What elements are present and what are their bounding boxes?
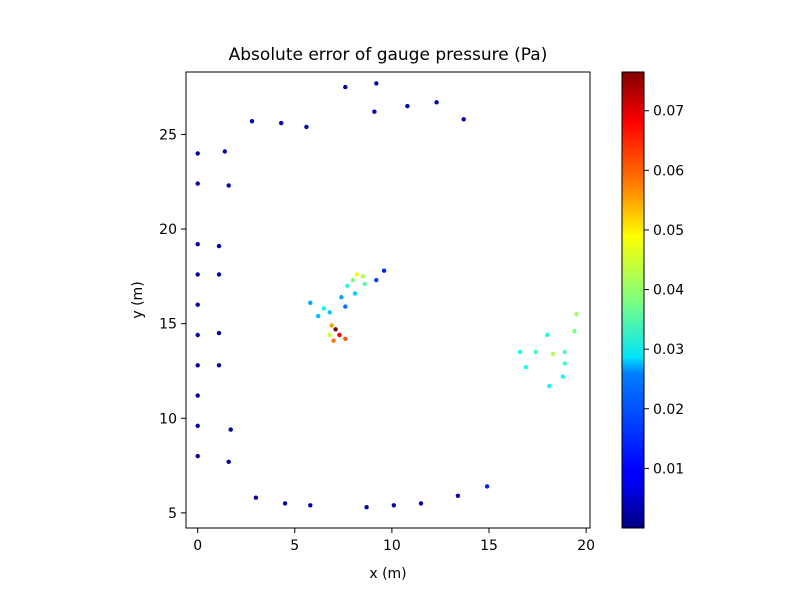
y-axis-ticks: 5 10 15 20 25 (159, 127, 186, 522)
y-tick-label: 5 (168, 506, 177, 522)
y-tick-label: 10 (159, 411, 177, 427)
scatter-point (226, 183, 231, 188)
scatter-point (327, 310, 332, 315)
scatter-point (562, 349, 567, 355)
y-tick-label: 20 (159, 222, 177, 238)
scatter-point (337, 332, 342, 338)
colorbar-tick-label: 0.01 (653, 461, 684, 477)
colorbar-tick-label: 0.06 (653, 163, 684, 179)
scatter-point (461, 117, 466, 122)
scatter-point (562, 361, 567, 366)
y-axis-label: y (m) (130, 281, 146, 318)
scatter-point (545, 332, 550, 338)
scatter-point (329, 323, 334, 328)
scatter-point (364, 505, 369, 510)
scatter-point (434, 100, 439, 105)
scatter-point (195, 453, 200, 459)
scatter-point (222, 149, 227, 154)
scatter-point (195, 393, 200, 398)
scatter-point (374, 277, 379, 283)
scatter-point (405, 103, 410, 109)
scatter-point (195, 302, 200, 307)
colorbar-tick-label: 0.03 (653, 342, 684, 358)
colorbar-gradient (621, 71, 645, 529)
scatter-point (418, 501, 424, 506)
scatter-point (517, 349, 523, 355)
scatter-point (343, 304, 348, 309)
scatter-point (216, 243, 222, 249)
scatter-points (195, 81, 579, 510)
y-tick-label: 15 (159, 317, 177, 333)
scatter-point (354, 272, 360, 277)
scatter-point (455, 493, 461, 498)
scatter-point (327, 332, 332, 338)
x-tick-label: 10 (383, 538, 401, 554)
scatter-point (321, 306, 327, 311)
scatter-point (195, 332, 200, 338)
scatter-point (282, 501, 288, 506)
colorbar-ticks: 0.01 0.02 0.03 0.04 0.05 0.06 0.07 (644, 104, 684, 477)
scatter-point (195, 272, 200, 277)
scatter-point (333, 327, 338, 332)
scatter-point (249, 119, 255, 124)
scatter-point (253, 495, 259, 500)
scatter-point (195, 423, 200, 428)
x-tick-label: 15 (480, 538, 498, 554)
scatter-point (362, 281, 367, 287)
scatter-point (331, 338, 336, 343)
scatter-point (216, 330, 222, 336)
chart-title: Absolute error of gauge pressure (Pa) (229, 45, 548, 65)
scatter-point (350, 277, 356, 283)
scatter-point (374, 81, 379, 86)
scatter-point (195, 363, 200, 368)
colorbar-tick-label: 0.04 (653, 283, 684, 299)
scatter-point (560, 374, 565, 379)
scatter-point (372, 109, 377, 114)
scatter-point (226, 459, 231, 464)
scatter-point (308, 503, 313, 508)
scatter-point (308, 300, 313, 305)
scatter-point (345, 283, 350, 288)
scatter-point (216, 272, 222, 277)
x-axis-label: x (m) (369, 566, 406, 582)
scatter-point (391, 503, 396, 508)
x-tick-label: 20 (577, 538, 595, 554)
colorbar: 0.01 0.02 0.03 0.04 0.05 0.06 0.07 (621, 71, 684, 529)
colorbar-tick-label: 0.02 (653, 402, 684, 418)
scatter-point (547, 383, 552, 389)
scatter-point (339, 295, 344, 300)
scatter-point (550, 351, 556, 357)
scatter-point (216, 363, 222, 368)
scatter-point (523, 365, 529, 370)
scatter-point (279, 120, 284, 126)
scatter-point (343, 336, 348, 341)
y-tick-label: 25 (159, 127, 177, 143)
scatter-point (228, 427, 233, 432)
x-axis-ticks: 0 5 10 15 20 (193, 528, 595, 554)
scatter-point (352, 291, 358, 296)
scatter-point (533, 349, 538, 355)
scatter-point (304, 124, 309, 130)
plot-frame (185, 71, 591, 529)
scatter-point (572, 329, 577, 334)
scatter-point (315, 313, 321, 319)
scatter-point (484, 484, 490, 489)
scatter-point (195, 242, 200, 247)
x-tick-label: 0 (193, 538, 202, 554)
scatter-point (195, 151, 200, 156)
scatter-point (381, 268, 387, 273)
colorbar-tick-label: 0.05 (653, 223, 684, 239)
colorbar-tick-label: 0.07 (653, 104, 684, 120)
scatter-point (195, 181, 200, 186)
scatter-point (360, 274, 365, 279)
x-tick-label: 5 (290, 538, 299, 554)
scatter-point (574, 312, 579, 317)
scatter-point (343, 84, 348, 90)
